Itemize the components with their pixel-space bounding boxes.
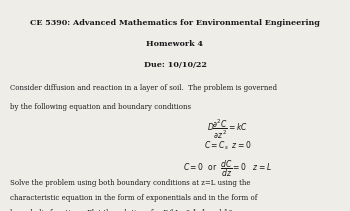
Text: Due: 10/10/22: Due: 10/10/22 — [144, 61, 206, 69]
Text: $C = C_s \ \ z = 0$: $C = C_s \ \ z = 0$ — [204, 139, 251, 152]
Text: $C = 0 \ \ \mathrm{or} \ \ \dfrac{dC}{dz} = 0 \quad z = L$: $C = 0 \ \ \mathrm{or} \ \ \dfrac{dC}{dz… — [183, 158, 272, 179]
Text: characteristic equation in the form of exponentials and in the form of: characteristic equation in the form of e… — [10, 194, 258, 202]
Text: $D\dfrac{\partial^2 C}{\partial z^2} = kC$: $D\dfrac{\partial^2 C}{\partial z^2} = k… — [207, 118, 248, 141]
Text: hyperbolic functions. Plot the solutions for D/kL=0.1, 1 and 10.: hyperbolic functions. Plot the solutions… — [10, 209, 236, 211]
Text: by the following equation and boundary conditions: by the following equation and boundary c… — [10, 103, 191, 111]
Text: Homework 4: Homework 4 — [147, 40, 203, 48]
Text: Consider diffusion and reaction in a layer of soil.  The problem is governed: Consider diffusion and reaction in a lay… — [10, 84, 278, 92]
Text: Solve the problem using both boundary conditions at z=L using the: Solve the problem using both boundary co… — [10, 179, 251, 187]
Text: CE 5390: Advanced Mathematics for Environmental Engineering: CE 5390: Advanced Mathematics for Enviro… — [30, 19, 320, 27]
